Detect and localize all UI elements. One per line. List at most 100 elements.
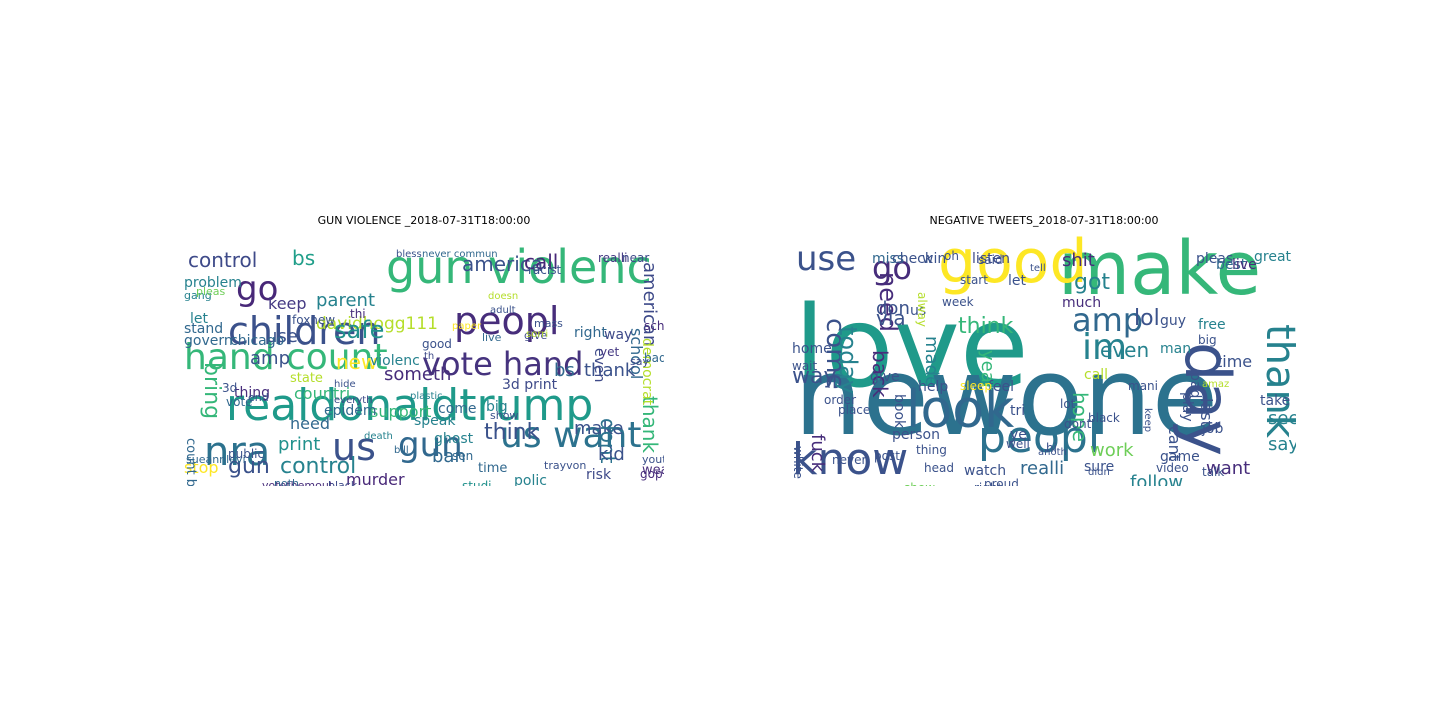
cloud-word: print bbox=[278, 434, 321, 455]
cloud-word: anoth bbox=[1038, 447, 1067, 458]
cloud-word: end bbox=[248, 391, 269, 404]
cloud-word: right bbox=[974, 482, 1002, 486]
cloud-word: head bbox=[924, 461, 954, 475]
cloud-word: say bbox=[1268, 434, 1296, 455]
cloud-word: realli bbox=[598, 251, 628, 265]
cloud-word: realli bbox=[1020, 458, 1065, 479]
cloud-word: new bbox=[336, 350, 378, 374]
cloud-word: amp bbox=[1072, 301, 1144, 339]
cloud-word: play bbox=[1179, 392, 1195, 422]
cloud-word: doesn bbox=[488, 291, 519, 302]
cloud-word: use bbox=[266, 326, 298, 347]
cloud-word: white bbox=[792, 446, 805, 479]
cloud-word: use bbox=[796, 239, 857, 279]
cloud-word: us want bbox=[500, 415, 642, 456]
cloud-word: big bbox=[1198, 333, 1217, 347]
cloud-word: know bbox=[792, 434, 909, 485]
panel-title: GUN VIOLENCE _2018-07-31T18:00:00 bbox=[317, 214, 531, 227]
cloud-word: sorri bbox=[526, 329, 549, 340]
cloud-word: didn bbox=[1088, 467, 1110, 478]
cloud-word: work bbox=[1090, 440, 1134, 461]
cloud-word: lot bbox=[1060, 397, 1076, 411]
cloud-word: youth bbox=[642, 453, 664, 466]
cloud-word: stand bbox=[184, 321, 224, 337]
cloud-word: bring bbox=[199, 362, 224, 420]
cloud-word: said bbox=[978, 253, 1003, 267]
cloud-word: pleas bbox=[196, 285, 226, 298]
cloud-word: thing bbox=[916, 443, 947, 457]
cloud-word: nra bbox=[204, 429, 271, 475]
cloud-word: black bbox=[1088, 411, 1120, 425]
cloud-word: listen bbox=[972, 251, 1011, 267]
cloud-word: hi bbox=[1046, 441, 1057, 455]
cloud-word: today bbox=[834, 326, 862, 395]
cloud-word: bs bbox=[554, 360, 575, 381]
cloud-word: death bbox=[364, 431, 393, 442]
cloud-word: hand count bbox=[184, 337, 388, 378]
cloud-word: time bbox=[478, 461, 508, 476]
cloud-word: wait bbox=[792, 359, 818, 373]
cloud-word: mani bbox=[1128, 379, 1158, 393]
cloud-word: 3d print bbox=[502, 377, 558, 393]
cloud-word: sueannlevi bbox=[186, 453, 246, 466]
cloud-word: much bbox=[1062, 295, 1102, 311]
cloud-word: good bbox=[422, 337, 452, 351]
cloud-word: pleas bbox=[1196, 251, 1234, 267]
cloud-word: big bbox=[486, 399, 508, 415]
cloud-word: talk bbox=[1202, 465, 1225, 479]
cloud-word: post bbox=[874, 449, 900, 463]
cloud-word: studi bbox=[462, 479, 492, 486]
cloud-word: even bbox=[1100, 338, 1150, 362]
cloud-word: go bbox=[872, 249, 912, 287]
cloud-word: stop bbox=[184, 458, 219, 477]
cloud-word: amaz bbox=[1202, 379, 1230, 390]
cloud-word: time bbox=[1216, 352, 1253, 371]
cloud-word: govern bbox=[184, 333, 233, 349]
cloud-word: amp bbox=[250, 348, 290, 369]
word-cloud: realdonaldtrump children hand count gun vio… bbox=[184, 232, 664, 486]
cloud-word: paper bbox=[452, 321, 482, 332]
cloud-word: start bbox=[960, 273, 988, 287]
cloud-word: let bbox=[1008, 273, 1026, 289]
cloud-word: hide bbox=[334, 379, 356, 390]
cloud-word: never bbox=[832, 453, 867, 467]
cloud-word: thing bbox=[234, 385, 271, 401]
cloud-word: want bbox=[1206, 458, 1251, 479]
cloud-word: parent bbox=[316, 290, 376, 311]
cloud-word: weapon bbox=[642, 463, 664, 478]
cloud-word: bs bbox=[292, 246, 316, 270]
cloud-word: yet bbox=[600, 345, 620, 359]
cloud-word: love bbox=[794, 283, 1029, 413]
cloud-word: vote bbox=[226, 395, 253, 409]
cloud-word: home bbox=[792, 341, 832, 357]
cloud-word: keep bbox=[268, 294, 307, 313]
cloud-word: person bbox=[892, 427, 940, 443]
cloud-word: alway bbox=[915, 292, 929, 327]
cloud-word: proud bbox=[984, 477, 1019, 486]
cloud-word: way bbox=[604, 327, 633, 343]
cloud-word: live bbox=[1232, 257, 1257, 273]
word-cloud: love newone make good day look peopl know thank u… bbox=[792, 232, 1296, 486]
cloud-word: gop bbox=[640, 467, 663, 481]
cloud-word: never commun bbox=[422, 249, 498, 260]
cloud-word: well bbox=[1006, 437, 1030, 451]
cloud-word: think bbox=[958, 314, 1014, 339]
cloud-word: sure bbox=[1084, 459, 1115, 475]
cloud-word: trayvon bbox=[544, 459, 587, 472]
cloud-word: plastic bbox=[410, 391, 443, 402]
cloud-word: school bbox=[644, 319, 664, 333]
cloud-word: bad bbox=[644, 351, 664, 365]
cloud-word: racist bbox=[528, 263, 562, 277]
cloud-word: keep bbox=[1142, 408, 1153, 433]
cloud-word: children bbox=[228, 309, 381, 353]
cloud-word: someth bbox=[384, 364, 452, 385]
cloud-word: us bbox=[332, 425, 376, 469]
cloud-word: video bbox=[1156, 461, 1189, 475]
cloud-word: bill bbox=[394, 445, 409, 456]
cloud-word: make bbox=[574, 418, 624, 439]
cloud-word: check bbox=[892, 251, 933, 267]
cloud-word: look bbox=[906, 380, 1015, 440]
cloud-word: epidem bbox=[324, 403, 377, 419]
cloud-word: bless bbox=[396, 249, 422, 260]
cloud-word: give bbox=[524, 329, 548, 342]
